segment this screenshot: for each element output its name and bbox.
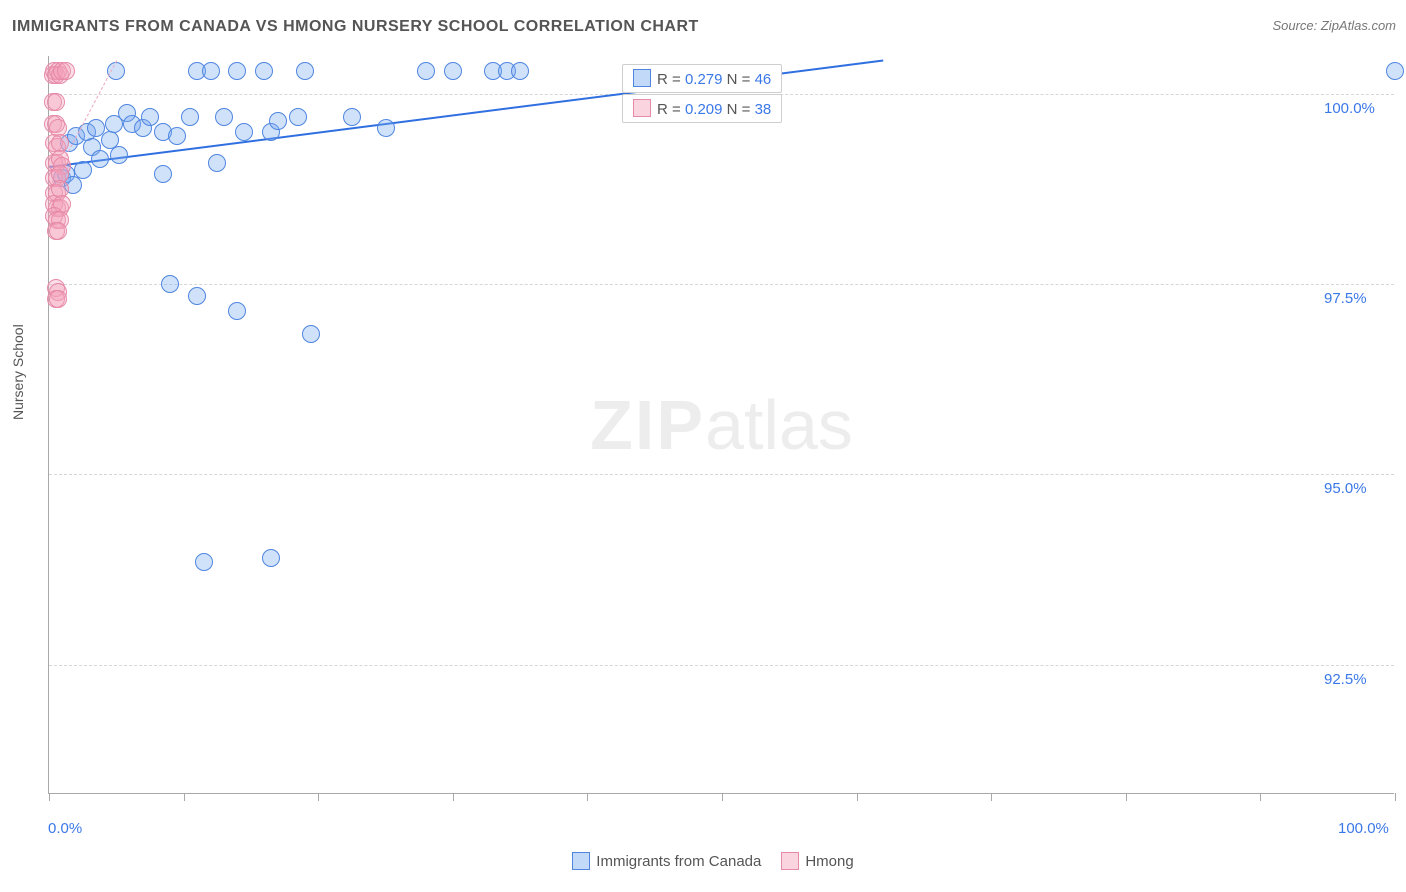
data-point-canada: [1386, 62, 1404, 80]
x-tick: [1260, 793, 1261, 801]
data-point-canada: [181, 108, 199, 126]
data-point-canada: [235, 123, 253, 141]
legend-r: 0.279: [685, 71, 723, 88]
data-point-canada: [202, 62, 220, 80]
data-point-canada: [343, 108, 361, 126]
legend-swatch: [572, 852, 590, 870]
legend-top-row: R = 0.209 N = 38: [622, 94, 782, 123]
y-tick-label: 97.5%: [1324, 290, 1367, 307]
data-point-canada: [141, 108, 159, 126]
legend-text: N =: [722, 71, 754, 88]
legend-n: 46: [755, 71, 772, 88]
data-point-canada: [444, 62, 462, 80]
legend-text: N =: [722, 101, 754, 118]
data-point-canada: [168, 127, 186, 145]
x-tick: [722, 793, 723, 801]
data-point-canada: [296, 62, 314, 80]
x-tick: [318, 793, 319, 801]
data-point-canada: [195, 553, 213, 571]
x-tick-label: 100.0%: [1338, 820, 1389, 837]
legend-swatch: [781, 852, 799, 870]
legend-top-row: R = 0.279 N = 46: [622, 64, 782, 93]
data-point-canada: [511, 62, 529, 80]
gridline: [49, 474, 1394, 475]
gridline: [49, 284, 1394, 285]
x-tick-label: 0.0%: [48, 820, 82, 837]
data-point-canada: [161, 275, 179, 293]
watermark: ZIPatlas: [590, 385, 853, 465]
data-point-canada: [262, 549, 280, 567]
data-point-canada: [188, 287, 206, 305]
x-tick: [857, 793, 858, 801]
data-point-hmong: [57, 62, 75, 80]
data-point-canada: [154, 165, 172, 183]
legend-text: R =: [657, 71, 685, 88]
data-point-canada: [228, 62, 246, 80]
data-point-canada: [74, 161, 92, 179]
data-point-canada: [255, 62, 273, 80]
x-tick: [1126, 793, 1127, 801]
legend-bottom: Immigrants from Canada Hmong: [0, 852, 1406, 870]
x-tick: [453, 793, 454, 801]
chart-title: IMMIGRANTS FROM CANADA VS HMONG NURSERY …: [12, 18, 699, 36]
data-point-canada: [228, 302, 246, 320]
x-tick: [184, 793, 185, 801]
x-tick: [587, 793, 588, 801]
data-point-canada: [302, 325, 320, 343]
data-point-canada: [269, 112, 287, 130]
data-point-canada: [417, 62, 435, 80]
legend-n: 38: [755, 101, 772, 118]
y-axis-label: Nursery School: [10, 324, 26, 420]
data-point-hmong: [49, 222, 67, 240]
x-tick: [991, 793, 992, 801]
data-point-canada: [377, 119, 395, 137]
data-point-canada: [208, 154, 226, 172]
data-point-hmong: [49, 290, 67, 308]
y-tick-label: 92.5%: [1324, 671, 1367, 688]
data-point-canada: [91, 150, 109, 168]
y-tick-label: 95.0%: [1324, 480, 1367, 497]
data-point-hmong: [47, 93, 65, 111]
x-tick: [1395, 793, 1396, 801]
y-tick-label: 100.0%: [1324, 100, 1375, 117]
data-point-canada: [289, 108, 307, 126]
data-point-canada: [215, 108, 233, 126]
source-label: Source: ZipAtlas.com: [1272, 18, 1396, 33]
gridline: [49, 665, 1394, 666]
legend-swatch: [633, 69, 651, 87]
legend-label: Immigrants from Canada: [596, 853, 761, 870]
legend-swatch: [633, 99, 651, 117]
x-tick: [49, 793, 50, 801]
legend-text: R =: [657, 101, 685, 118]
legend-r: 0.209: [685, 101, 723, 118]
data-point-canada: [110, 146, 128, 164]
legend-label: Hmong: [805, 853, 853, 870]
plot-area: ZIPatlas: [48, 56, 1394, 794]
